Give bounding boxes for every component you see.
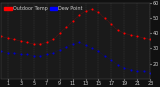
Legend: Outdoor Temp, Dew Point: Outdoor Temp, Dew Point bbox=[4, 6, 83, 12]
